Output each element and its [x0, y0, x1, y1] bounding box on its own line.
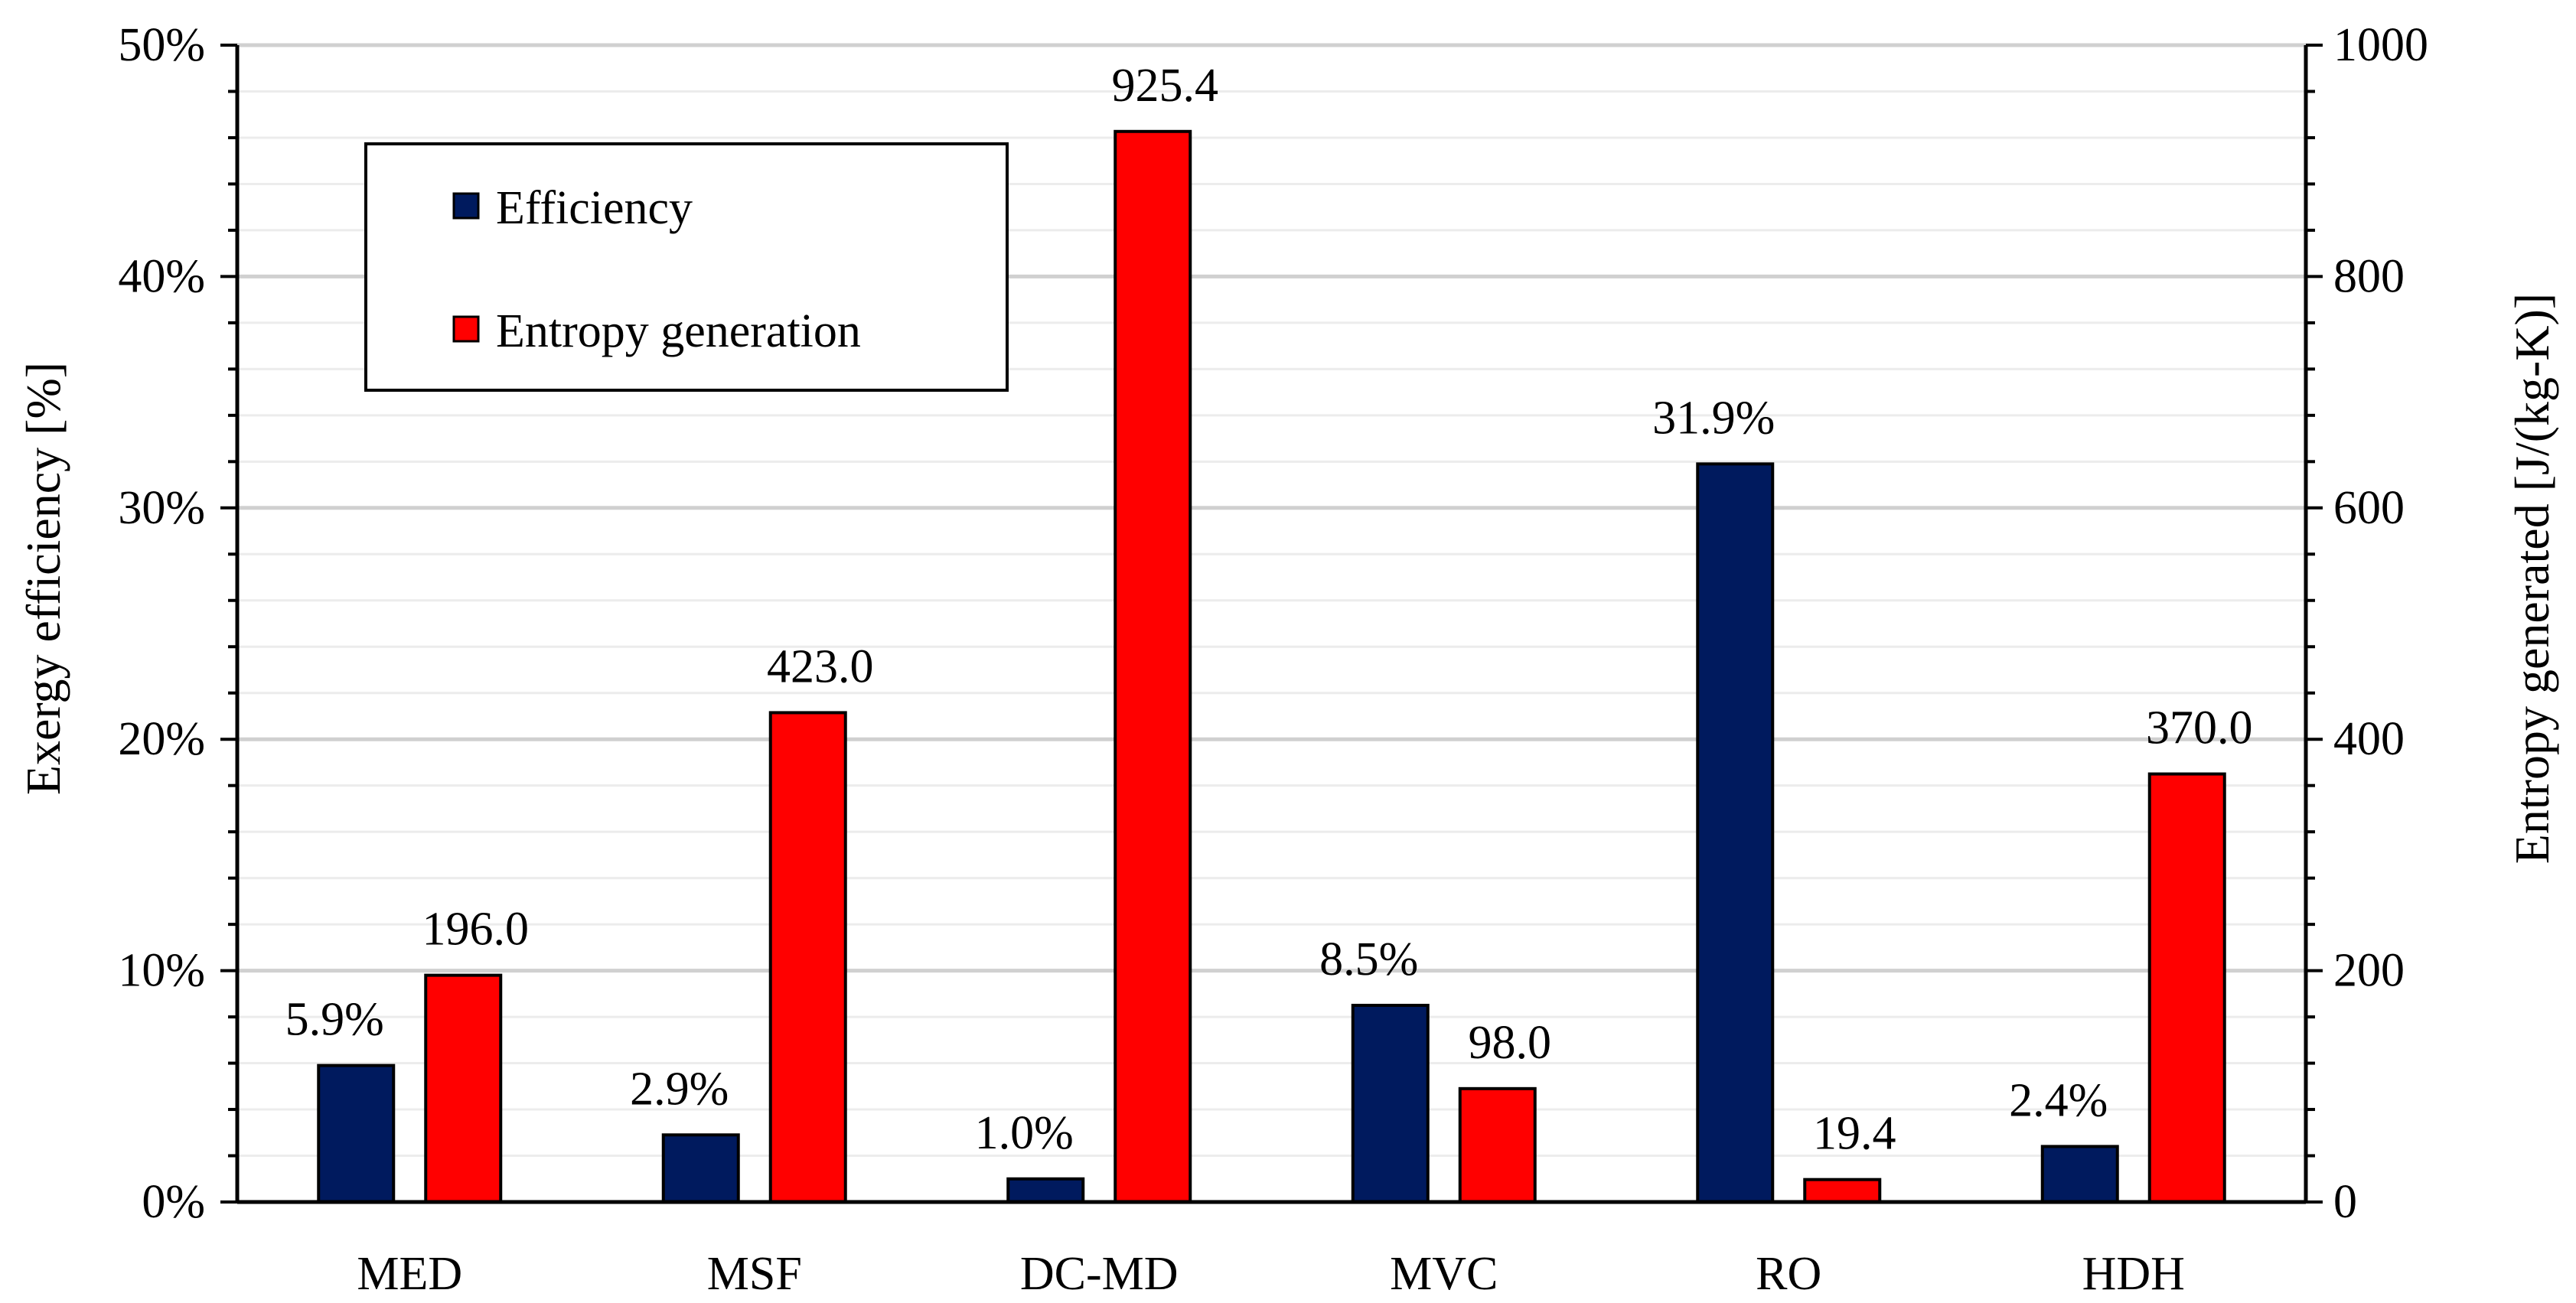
- y-tick-label-left: 40%: [118, 250, 205, 302]
- y-axis-title-left: Exergy efficiency [%]: [16, 362, 70, 795]
- data-label-efficiency-mvc: 8.5%: [1319, 933, 1418, 985]
- y-axis-title-right: Entropy generated [J/(kg-K)]: [2505, 293, 2559, 864]
- y-tick-label-right: 400: [2333, 713, 2405, 765]
- data-label-efficiency-ro: 31.9%: [1652, 392, 1775, 444]
- bar-entropy-hdh: [2147, 772, 2226, 1204]
- legend-label-efficiency: Efficiency: [496, 182, 693, 234]
- x-tick-label-med: MED: [357, 1248, 462, 1300]
- x-tick-label-dc-md: DC-MD: [1020, 1248, 1179, 1300]
- x-tick-label-mvc: MVC: [1390, 1248, 1498, 1300]
- x-tick-label-msf: MSF: [707, 1248, 802, 1300]
- bar-entropy-dc-md: [1114, 129, 1192, 1204]
- y-tick-label-left: 50%: [118, 19, 205, 71]
- data-label-efficiency-med: 5.9%: [285, 994, 384, 1046]
- data-label-entropy-dc-md: 925.4: [1112, 60, 1219, 112]
- data-label-entropy-ro: 19.4: [1813, 1108, 1896, 1160]
- data-labels: 5.9% 196.0 2.9% 423.0 1.0% 925.4 8.5% 98.0 31.9%…: [285, 60, 2253, 1160]
- bar-efficiency-dc-md: [1006, 1177, 1085, 1204]
- y-tick-label-right: 1000: [2333, 19, 2428, 71]
- ticks: MED MSF DC-MD MVC RO HDH 0% 10% 20% 30% 40% 50% 0 200…: [118, 19, 2428, 1300]
- bar-efficiency-ro: [1696, 462, 1775, 1204]
- bar-efficiency-hdh: [2040, 1145, 2119, 1204]
- gridlines: [237, 43, 2306, 1158]
- data-label-entropy-med: 196.0: [422, 904, 530, 956]
- y-tick-label-left: 30%: [118, 482, 205, 534]
- x-tick-label-ro: RO: [1756, 1248, 1821, 1300]
- legend: Efficiency Entropy generation: [364, 142, 1009, 392]
- y-tick-label-left: 10%: [118, 945, 205, 997]
- y-tick-label-right: 600: [2333, 482, 2405, 534]
- x-tick-label-hdh: HDH: [2082, 1248, 2185, 1300]
- bar-efficiency-med: [317, 1064, 396, 1204]
- axes: [235, 45, 2308, 1204]
- bar-efficiency-mvc: [1351, 1003, 1430, 1204]
- data-label-efficiency-msf: 2.9%: [630, 1063, 729, 1115]
- bar-entropy-med: [424, 973, 503, 1204]
- data-label-entropy-msf: 423.0: [767, 640, 874, 692]
- data-label-efficiency-dc-md: 1.0%: [975, 1107, 1074, 1159]
- y-tick-label-left: 0%: [142, 1176, 205, 1228]
- data-label-efficiency-hdh: 2.4%: [2009, 1074, 2108, 1126]
- bar-entropy-msf: [768, 711, 847, 1204]
- y-tick-label-right: 200: [2333, 945, 2405, 997]
- bars: [317, 129, 2226, 1204]
- legend-box: [364, 142, 1009, 392]
- legend-swatch-efficiency: [452, 192, 480, 220]
- bar-entropy-mvc: [1458, 1086, 1537, 1204]
- legend-label-entropy-generation: Entropy generation: [496, 305, 861, 357]
- legend-swatch-entropy-generation: [452, 315, 480, 343]
- y-tick-label-right: 0: [2333, 1176, 2357, 1228]
- y-tick-label-left: 20%: [118, 713, 205, 765]
- data-label-entropy-mvc: 98.0: [1469, 1017, 1552, 1069]
- data-label-entropy-hdh: 370.0: [2146, 702, 2253, 754]
- bar-entropy-ro: [1803, 1178, 1882, 1204]
- bar-efficiency-msf: [661, 1133, 740, 1204]
- y-tick-label-right: 800: [2333, 250, 2405, 302]
